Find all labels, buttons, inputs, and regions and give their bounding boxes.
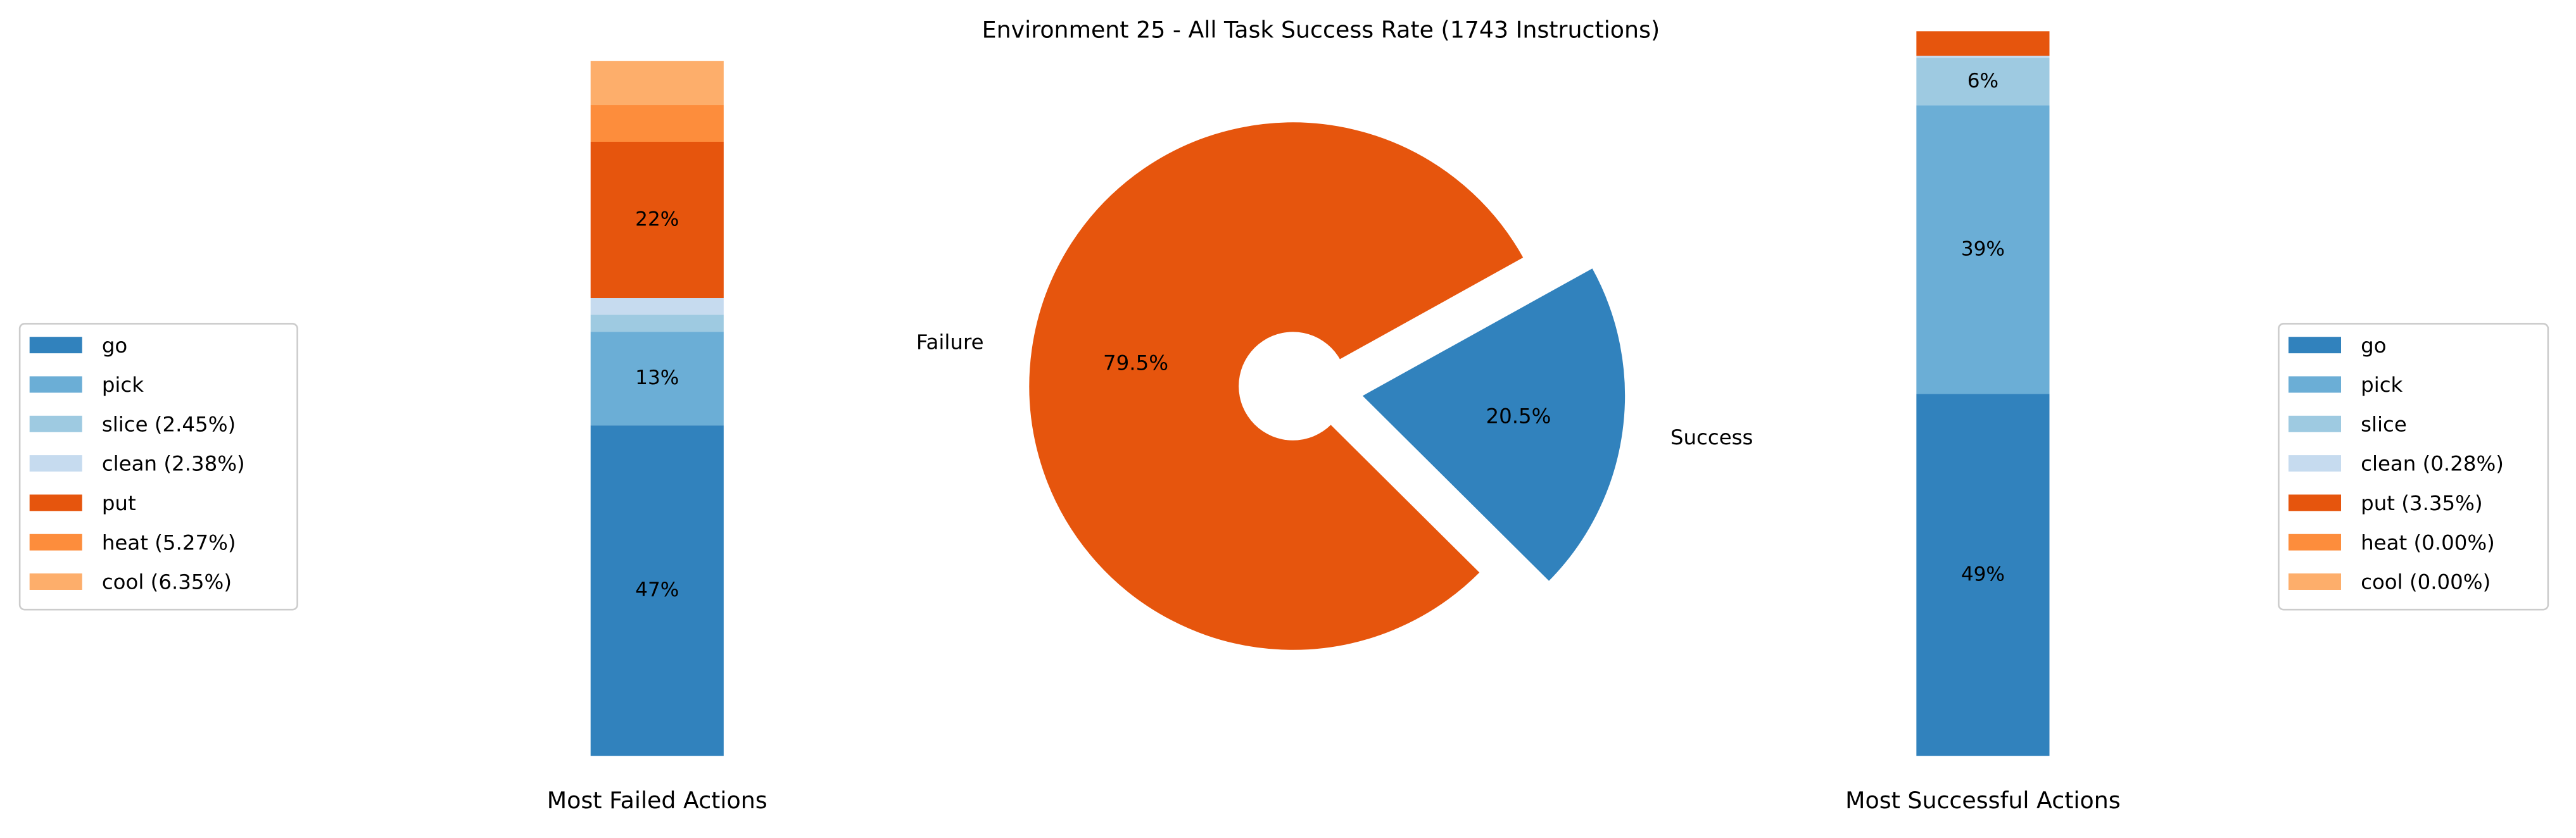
- data-label: 49%: [1961, 563, 2005, 585]
- legend-swatch: [2288, 534, 2342, 551]
- legend-swatch: [2288, 455, 2342, 472]
- legend-swatch: [29, 494, 82, 511]
- legend-box: [18, 323, 298, 611]
- data-label: 47%: [635, 578, 679, 601]
- pie-slice: [1360, 266, 1627, 584]
- legend-label: heat (0.00%): [2361, 530, 2495, 554]
- data-label: 22%: [635, 208, 679, 230]
- legend-label: go: [102, 334, 127, 358]
- bar-segment: [590, 298, 724, 315]
- legend-label: clean (0.28%): [2361, 452, 2504, 476]
- bar-segment: [1916, 394, 2050, 756]
- x-axis-label: Most Successful Actions: [1845, 787, 2121, 814]
- legend-label: cool (0.00%): [2361, 570, 2491, 594]
- legend-swatch: [2288, 376, 2342, 393]
- legend-swatch: [2288, 415, 2342, 432]
- legend-swatch: [29, 573, 82, 590]
- legend-box: [2278, 323, 2549, 611]
- bar-segment: [590, 61, 724, 106]
- legend-swatch: [29, 415, 82, 432]
- chart-title: Environment 25 - All Task Success Rate (…: [982, 16, 1660, 43]
- legend-label: go: [2361, 334, 2386, 358]
- legend-swatch: [2288, 337, 2342, 354]
- legend-swatch: [29, 376, 82, 393]
- bar-segment: [1916, 58, 2050, 106]
- slice-value-label: 79.5%: [1103, 351, 1168, 375]
- legend-label: clean (2.38%): [102, 452, 245, 476]
- data-label: 13%: [635, 366, 679, 389]
- legend-label: slice: [2361, 412, 2407, 436]
- legend-label: put: [102, 491, 136, 515]
- legend-label: pick: [2361, 373, 2402, 397]
- legend-swatch: [29, 455, 82, 472]
- legend-swatch: [29, 534, 82, 551]
- bar-segment: [590, 105, 724, 142]
- slice-value-label: 20.5%: [1486, 404, 1551, 428]
- bar-segment: [590, 142, 724, 299]
- donut-hole: [1239, 332, 1348, 441]
- bar-segment: [590, 315, 724, 332]
- legend-swatch: [2288, 494, 2342, 511]
- legend-swatch: [29, 337, 82, 354]
- bar-segment: [590, 425, 724, 756]
- legend-swatch: [2288, 573, 2342, 590]
- legend-label: pick: [102, 373, 144, 397]
- legend-label: cool (6.35%): [102, 570, 232, 594]
- legend-label: put (3.35%): [2361, 491, 2482, 515]
- legend-label: slice (2.45%): [102, 412, 236, 436]
- bar-segment: [590, 332, 724, 426]
- slice-label: Failure: [916, 330, 984, 354]
- data-label: 39%: [1961, 237, 2005, 260]
- legend-label: heat (5.27%): [102, 530, 236, 554]
- data-label: 6%: [1967, 70, 1998, 92]
- bar-segment: [1916, 56, 2050, 58]
- x-axis-label: Most Failed Actions: [547, 787, 767, 814]
- bar-segment: [1916, 31, 2050, 56]
- slice-label: Success: [1670, 425, 1753, 449]
- bar-segment: [1916, 105, 2050, 394]
